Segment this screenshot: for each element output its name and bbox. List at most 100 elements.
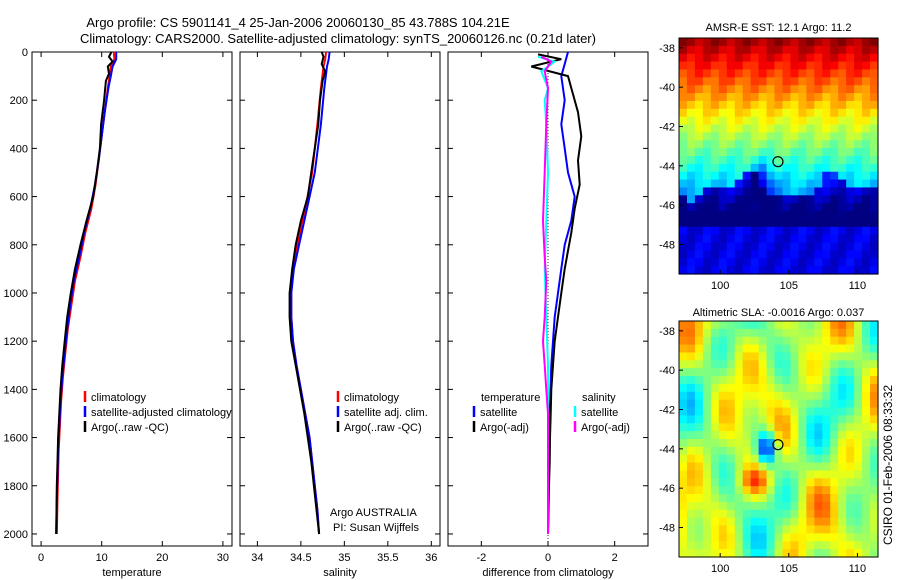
heatmap-cell	[798, 85, 807, 94]
heatmap-cell	[694, 53, 704, 63]
heatmap-cell	[750, 399, 760, 409]
heatmap-cell	[838, 391, 847, 401]
heatmap-cell	[702, 258, 712, 267]
heatmap-cell	[790, 478, 799, 487]
heatmap-cell	[798, 344, 807, 354]
heatmap-cell	[782, 38, 792, 47]
heatmap-cell	[742, 108, 752, 118]
heatmap-cell	[862, 501, 871, 511]
heatmap-cell	[694, 179, 704, 189]
heatmap-cell	[782, 250, 792, 259]
heatmap-cell	[846, 250, 855, 259]
heatmap-cell	[734, 156, 744, 165]
heatmap-cell	[870, 132, 879, 141]
heatmap-cell	[846, 258, 855, 267]
heatmap-cell	[854, 533, 863, 542]
heatmap-cell	[742, 195, 752, 204]
heatmap-cell	[854, 250, 863, 259]
heatmap-cell	[750, 234, 760, 244]
heatmap-cell	[710, 431, 720, 440]
heatmap-cell	[710, 446, 720, 456]
heatmap-cell	[814, 454, 823, 464]
heatmap-cell	[862, 258, 871, 267]
heatmap-cell	[814, 352, 823, 361]
heatmap-cell	[679, 148, 688, 157]
heatmap-cell	[790, 446, 799, 456]
heatmap-cell	[790, 132, 799, 141]
heatmap-cell	[790, 352, 799, 361]
heatmap-cell	[782, 439, 792, 448]
heatmap-cell	[822, 124, 831, 133]
heatmap-cell	[734, 399, 744, 409]
heatmap-cell	[710, 258, 720, 267]
heatmap-cell	[862, 328, 871, 338]
x-tick-label: 110	[849, 280, 867, 292]
heatmap-cell	[862, 53, 871, 63]
heatmap-cell	[870, 211, 879, 220]
heatmap-cell	[870, 38, 879, 47]
heatmap-cell	[806, 250, 815, 259]
heatmap-cell	[734, 77, 744, 86]
heatmap-cell	[734, 525, 744, 534]
heatmap-cell	[718, 132, 728, 141]
heatmap-cell	[806, 321, 815, 330]
legend-label: satellite-adjusted climatology	[91, 407, 232, 419]
heatmap-cell	[798, 328, 807, 338]
heatmap-cell	[862, 486, 871, 495]
heatmap-cell	[718, 391, 728, 401]
heatmap-cell	[870, 328, 879, 338]
heatmap-cell	[686, 454, 696, 464]
heatmap-cell	[734, 423, 744, 432]
heatmap-cell	[679, 478, 688, 487]
heatmap-cell	[679, 509, 688, 519]
heatmap-cell	[854, 541, 863, 550]
heatmap-cell	[766, 242, 776, 251]
heatmap-cell	[758, 407, 768, 416]
heatmap-cell	[806, 195, 815, 204]
heatmap-cell	[702, 234, 712, 244]
heatmap-cell	[790, 218, 799, 228]
heatmap-cell	[830, 195, 839, 204]
series-line	[290, 51, 331, 535]
heatmap-cell	[766, 399, 776, 409]
heatmap-cell	[822, 266, 831, 275]
heatmap-cell	[742, 376, 752, 385]
heatmap-cell	[679, 242, 688, 251]
heatmap-cell	[862, 203, 871, 212]
heatmap-cell	[718, 376, 728, 385]
heatmap-cell	[830, 61, 839, 71]
heatmap-cell	[750, 242, 760, 251]
heatmap-cell	[686, 226, 696, 236]
heatmap-cell	[702, 478, 712, 487]
heatmap-cell	[782, 234, 792, 244]
heatmap-cell	[870, 163, 879, 173]
heatmap-cell	[854, 486, 863, 495]
heatmap-cell	[694, 116, 704, 126]
heatmap-cell	[694, 470, 704, 479]
heatmap-cell	[726, 234, 736, 244]
heatmap-cell	[830, 321, 839, 330]
heatmap-cell	[862, 470, 871, 479]
heatmap-cell	[702, 360, 712, 369]
heatmap-cell	[782, 242, 792, 251]
heatmap-cell	[870, 140, 879, 149]
heatmap-cell	[862, 140, 871, 149]
heatmap-cell	[726, 541, 736, 550]
heatmap-cell	[679, 462, 688, 472]
heatmap-cell	[702, 85, 712, 94]
heatmap-cell	[790, 85, 799, 94]
heatmap-cell	[694, 226, 704, 236]
heatmap-cell	[830, 100, 839, 110]
heatmap-cell	[862, 478, 871, 487]
heatmap-cell	[854, 321, 863, 330]
heatmap-cell	[710, 336, 720, 346]
heatmap-cell	[702, 439, 712, 448]
x-tick-label: 36	[425, 552, 437, 564]
heatmap-cell	[766, 93, 776, 102]
heatmap-cell	[718, 525, 728, 534]
heatmap-cell	[710, 187, 720, 196]
heatmap-cell	[702, 407, 712, 416]
heatmap-cell	[774, 321, 784, 330]
heatmap-cell	[734, 234, 744, 244]
heatmap-cell	[718, 336, 728, 346]
